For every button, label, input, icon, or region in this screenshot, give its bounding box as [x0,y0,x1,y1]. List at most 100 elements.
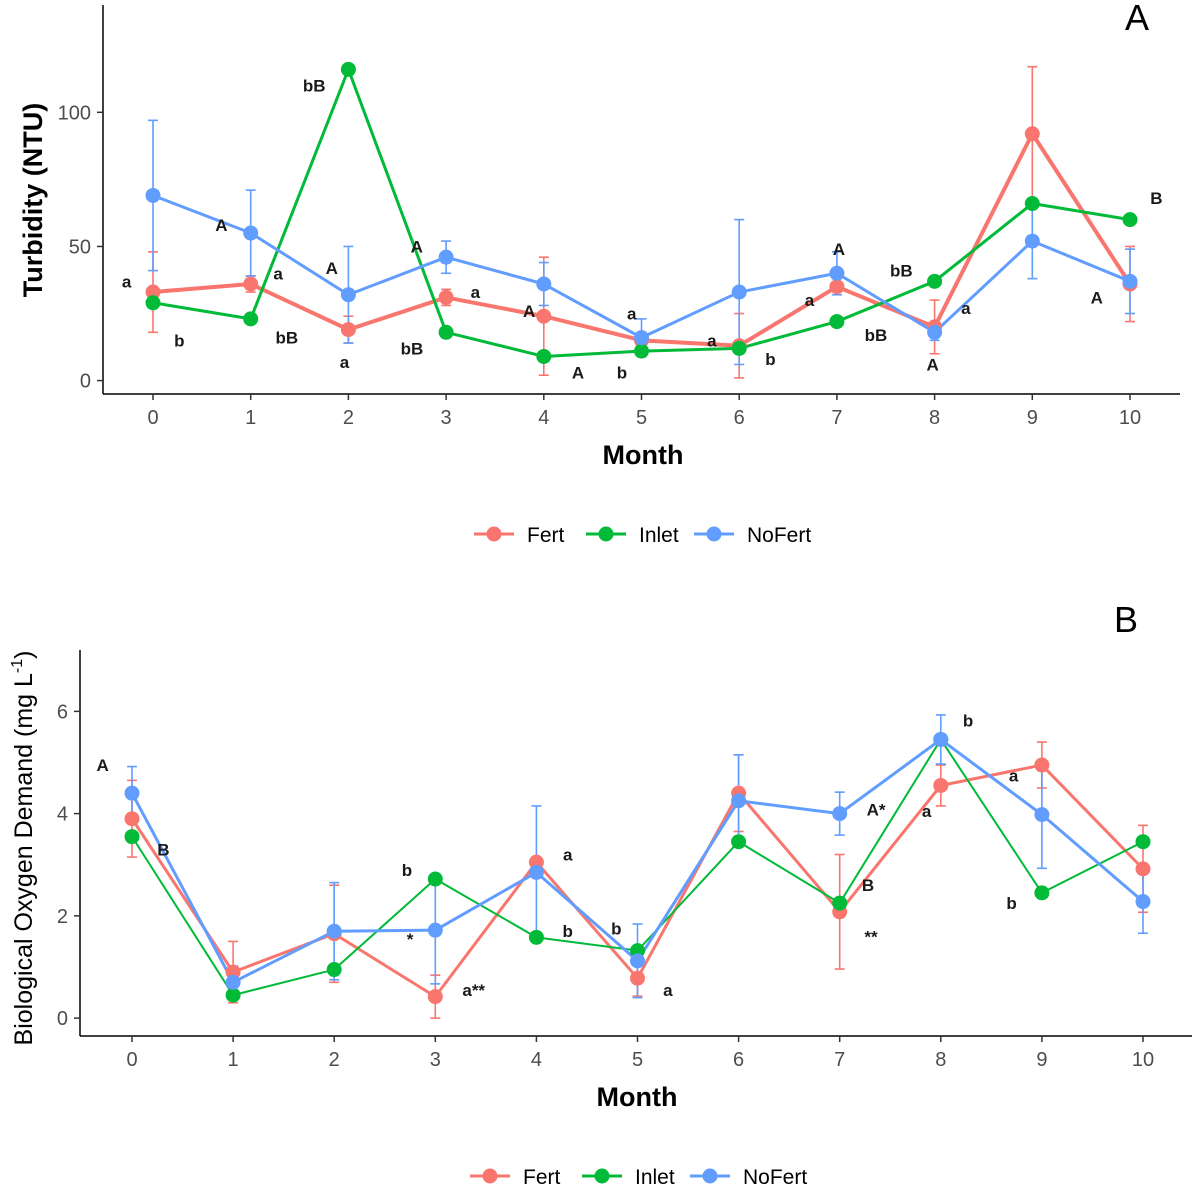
panel-b-significance-label: B [862,876,874,895]
panel-b-point-inlet [427,871,443,887]
panel-a-significance-label: A [927,355,939,374]
panel-a-legend-label: NoFert [747,524,811,547]
panel-a-y-tick-label: 100 [58,102,91,124]
panel-b-legend-label: NoFert [743,1166,807,1187]
panel-b-point-nofert [1034,807,1050,823]
panel-b-y-axis-title-suffix: ) [10,651,38,659]
panel-a-x-axis-title: Month [603,440,684,470]
panel-a-legend-item-fert: Fert [474,524,565,547]
panel-a-point-inlet [1024,196,1040,212]
panel-a-significance-label: a [122,272,132,291]
panel-b-x-tick-label: 6 [733,1049,744,1071]
panel-a-x-tick-label: 2 [343,407,354,429]
panel-a-significance-label: A [411,237,423,256]
panel-a-legend-key-point [706,526,722,542]
panel-b-legend-key-point [702,1168,718,1184]
panel-b-legend-key-point [594,1168,610,1184]
panel-a-x-tick-label: 7 [831,407,842,429]
panel-b-point-nofert [933,731,949,747]
panel-b-x-tick-label: 4 [531,1049,542,1071]
panel-b-significance-label: b [1006,894,1016,913]
panel-b-legend: Fert Inlet NoFert [470,1166,807,1187]
panel-b-x-tick-label: 9 [1036,1049,1047,1071]
panel-b-significance-label: A* [867,801,886,820]
panel-b-point-nofert [630,953,645,969]
panel-a-significance-label: bB [865,326,888,345]
panel-a-significance-label: b [617,364,627,383]
panel-b-y-axis-title: Biological Oxygen Demand (mg L-1) [9,651,38,1046]
panel-b-point-inlet [731,834,747,850]
panel-b-point-fert [1034,757,1050,773]
panel-b-point-inlet [1135,834,1151,850]
panel-b-legend-label: Fert [523,1166,561,1187]
panel-a-significance-label: a [340,353,350,372]
panel-a-point-fert [438,289,454,305]
panel-b-point-inlet [124,829,140,845]
panel-a-point-nofert [731,284,747,300]
panel-b-x-tick-label: 8 [935,1049,946,1071]
panel-a-point-fert [829,279,845,295]
panel-b-significance-label: A [97,756,109,775]
panel-b-significance-label: a [663,981,673,1000]
panel-b-x-tick-label: 5 [632,1049,643,1071]
panel-a-significance-label: bB [401,339,424,358]
panel-a-point-nofert [634,330,649,346]
panel-a-point-fert [145,284,161,300]
panel-b-point-nofert [225,974,241,990]
panel-a-point-fert [536,308,552,324]
panel-a-y-axis-title: Turbidity (NTU) [18,103,48,297]
panel-b-significance-label: b [402,861,412,880]
panel-a-legend-key-point [486,526,502,542]
panel-b-point-nofert [326,923,342,939]
panel-a-y-tick-label: 0 [80,371,91,393]
panel-a-significance-label: a [471,283,481,302]
panel-b-significance-label: b [611,920,621,939]
panel-a-point-inlet [536,348,552,364]
panel-a-point-nofert [829,265,845,281]
panel-a-x-tick-label: 1 [245,407,256,429]
panel-b-y-axis-title-main: Biological Oxygen Demand (mg L [10,673,38,1045]
panel-a-point-nofert [243,225,259,241]
panel-a-legend-item-nofert: NoFert [694,524,811,547]
panel-a-significance-label: a [707,331,717,350]
panel-a-x-tick-label: 10 [1119,407,1141,429]
panel-a-significance-label: A [833,240,845,259]
panel-a-series-line-nofert [152,194,1131,340]
panel-a-letter: A [1125,0,1149,38]
panel-a-point-fert [340,322,356,338]
panel-b-legend-item-inlet: Inlet [582,1166,675,1187]
panel-b-letter: B [1114,599,1138,640]
panel-a-x-tick-label: 5 [636,407,647,429]
panel-a-point-nofert [927,324,943,340]
panel-a-point-inlet [145,295,161,311]
panel-a-significance-label: A [1091,288,1103,307]
panel-b-point-inlet [528,929,544,945]
panel-a-significance-label: a [627,305,637,324]
panel-b-point-nofert [427,922,443,938]
panel-b-point-nofert [1135,894,1151,910]
panel-b-significance-label: b [563,922,573,941]
panel-a-point-nofert [1024,233,1040,249]
panel-b-point-inlet [326,962,342,978]
panel-a-significance-label: bB [303,76,326,95]
panel-b-y-tick-label: 2 [57,906,68,928]
panel-a-legend-label: Fert [527,524,565,547]
panel-a-significance-label: b [174,331,184,350]
panel-b-x-tick-label: 3 [430,1049,441,1071]
panel-b-point-nofert [731,793,747,809]
panel-a-legend-label: Inlet [639,524,679,547]
panel-a-significance-label: A [215,216,227,235]
panel-a-x-tick-label: 3 [441,407,452,429]
panel-a-legend: Fert Inlet NoFert [474,524,811,547]
panel-a-significance-label: a [273,264,283,283]
panel-b-legend-item-nofert: NoFert [690,1166,807,1187]
panel-a-x-tick-label: 8 [929,407,940,429]
panel-a-point-nofert [536,276,552,292]
panel-b-legend-label: Inlet [635,1166,675,1187]
panel-b-significance-label: ** [864,927,878,946]
panel-a-legend-item-inlet: Inlet [586,524,679,547]
panel-a-y-tick-label: 50 [69,236,91,258]
panel-b-point-fert [1135,861,1151,877]
panel-a-point-fert [1024,126,1040,142]
